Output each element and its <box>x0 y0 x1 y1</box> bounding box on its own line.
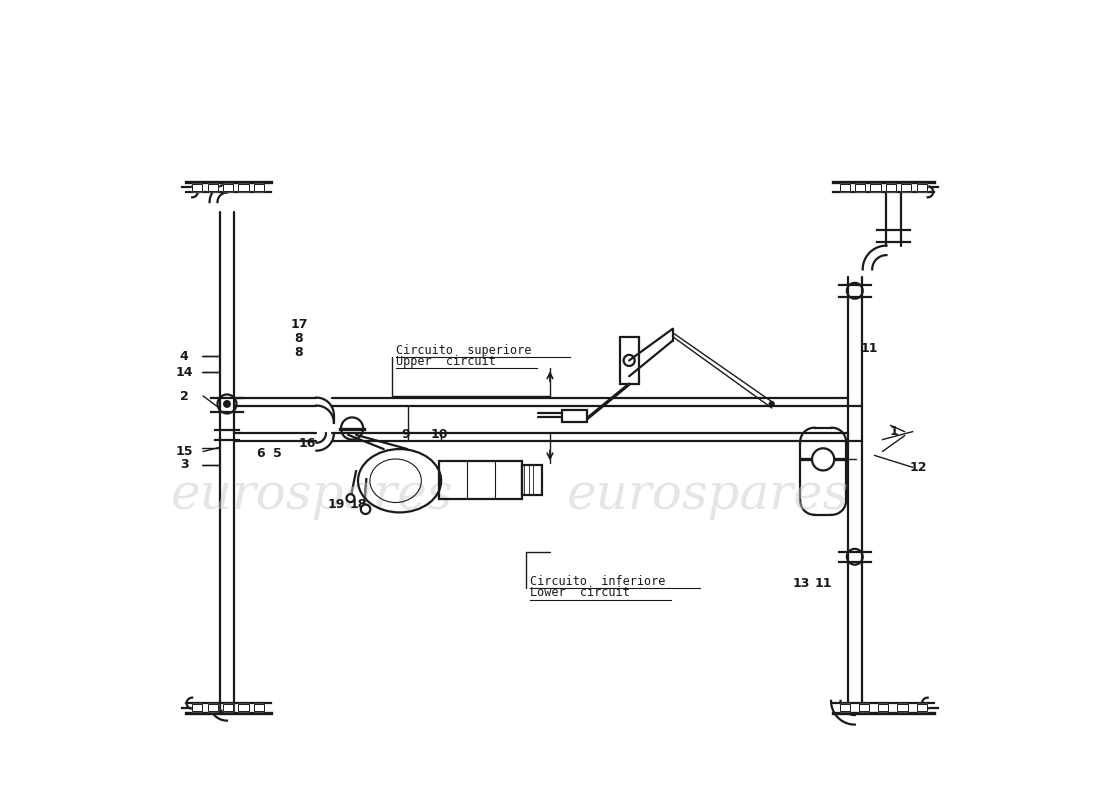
Text: 8: 8 <box>295 332 304 345</box>
Bar <box>839 184 850 191</box>
Bar <box>859 704 869 711</box>
Bar <box>839 184 850 191</box>
Bar <box>870 184 881 191</box>
Bar <box>898 704 907 711</box>
Bar <box>223 704 233 711</box>
Bar <box>839 704 850 711</box>
Text: eurospares: eurospares <box>172 470 453 520</box>
Bar <box>208 704 218 711</box>
Bar <box>562 410 587 422</box>
Text: 14: 14 <box>176 366 192 378</box>
Text: 16: 16 <box>298 437 316 450</box>
Circle shape <box>769 401 774 407</box>
Text: 18: 18 <box>350 498 367 511</box>
Bar <box>223 184 233 191</box>
Text: 9: 9 <box>402 428 410 442</box>
Bar <box>254 704 264 711</box>
Bar <box>254 184 264 191</box>
Bar <box>254 184 264 191</box>
Bar <box>439 461 522 499</box>
Circle shape <box>812 448 834 470</box>
Text: 12: 12 <box>910 461 927 474</box>
Text: Upper  circuit: Upper circuit <box>396 355 495 368</box>
Text: Circuito  inferiore: Circuito inferiore <box>530 575 666 589</box>
Bar <box>916 704 927 711</box>
Bar <box>192 704 202 711</box>
Bar <box>870 184 881 191</box>
Text: 5: 5 <box>273 447 282 460</box>
Bar <box>208 704 218 711</box>
Bar <box>239 704 249 711</box>
Bar <box>223 184 233 191</box>
Bar <box>859 704 869 711</box>
Text: Circuito  superiore: Circuito superiore <box>396 344 531 358</box>
Bar <box>916 184 927 191</box>
Text: 6: 6 <box>256 447 265 460</box>
Bar <box>239 184 249 191</box>
Bar <box>522 465 542 495</box>
Circle shape <box>223 400 231 408</box>
Bar <box>192 704 202 711</box>
Text: 1: 1 <box>890 425 899 438</box>
Text: 10: 10 <box>430 428 448 442</box>
Bar <box>208 184 218 191</box>
Bar <box>855 184 866 191</box>
Bar <box>254 704 264 711</box>
Bar <box>208 184 218 191</box>
Text: 8: 8 <box>295 346 304 359</box>
Circle shape <box>361 505 371 514</box>
Text: eurospares: eurospares <box>568 470 849 520</box>
Bar <box>916 704 927 711</box>
Bar <box>886 184 896 191</box>
Text: 17: 17 <box>290 318 308 330</box>
Bar <box>223 704 233 711</box>
Text: 15: 15 <box>176 445 192 458</box>
Bar <box>878 704 889 711</box>
Bar <box>898 704 907 711</box>
Bar <box>839 704 850 711</box>
Text: 2: 2 <box>180 390 188 402</box>
Text: 3: 3 <box>180 458 188 471</box>
Bar <box>192 184 202 191</box>
Text: 11: 11 <box>814 577 832 590</box>
Bar <box>916 184 927 191</box>
Text: 4: 4 <box>180 350 188 363</box>
Bar <box>239 184 249 191</box>
Bar <box>901 184 912 191</box>
Text: 19: 19 <box>328 498 345 511</box>
Text: 11: 11 <box>860 342 878 355</box>
Bar <box>855 184 866 191</box>
Bar <box>239 704 249 711</box>
Text: Lower  circuit: Lower circuit <box>530 586 630 599</box>
Text: 13: 13 <box>793 577 811 590</box>
Bar <box>901 184 912 191</box>
Bar <box>878 704 889 711</box>
Bar <box>192 184 202 191</box>
Circle shape <box>346 494 354 502</box>
Bar <box>886 184 896 191</box>
Bar <box>619 337 639 384</box>
